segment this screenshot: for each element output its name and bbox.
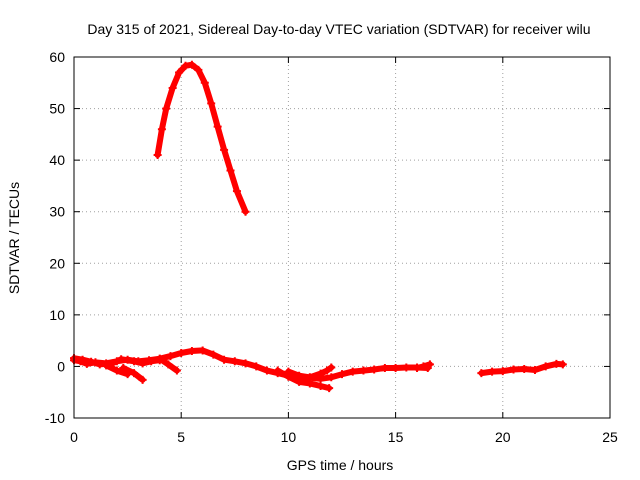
data-point [273, 366, 282, 375]
data-point [413, 363, 422, 372]
data-point [155, 354, 164, 363]
data-point [200, 78, 209, 87]
data-point [153, 150, 162, 159]
data-point [130, 369, 139, 378]
data-point [162, 104, 171, 113]
x-tick-label: 20 [495, 429, 511, 445]
data-point [380, 363, 389, 372]
data-point [284, 367, 293, 376]
data-point [509, 365, 518, 374]
data-point [498, 367, 507, 376]
data-point [252, 362, 261, 371]
data-point [164, 360, 173, 369]
data-point [359, 366, 368, 375]
data-point [226, 166, 235, 175]
data-point [232, 187, 241, 196]
data-point [117, 355, 126, 364]
data-point [530, 366, 539, 375]
data-point [520, 365, 529, 374]
data-point [207, 99, 216, 108]
data-point [488, 367, 497, 376]
x-tick-label: 10 [281, 429, 297, 445]
data-point [166, 352, 175, 361]
series-layer [70, 60, 567, 393]
series-dip-c [155, 354, 181, 375]
data-point [295, 371, 304, 380]
y-tick-label: 40 [49, 152, 65, 168]
data-point [147, 357, 156, 366]
y-tick-label: 20 [49, 255, 65, 271]
data-point [541, 362, 550, 371]
data-point [305, 373, 314, 382]
data-point [168, 83, 177, 92]
series-end-e [413, 360, 434, 372]
series-dip-b [119, 363, 147, 384]
y-axis-label: SDTVAR / TECUs [6, 182, 22, 294]
x-tick-label: 25 [602, 429, 618, 445]
data-point [177, 349, 186, 358]
data-point [119, 363, 128, 372]
y-tick-label: 30 [49, 204, 65, 220]
x-tick-label: 15 [388, 429, 404, 445]
data-point [172, 366, 181, 375]
data-point [181, 61, 190, 70]
plot-frame [73, 56, 611, 419]
data-point [78, 355, 87, 364]
data-point [316, 382, 325, 391]
data-point [187, 60, 196, 69]
data-point [402, 363, 411, 372]
grid [74, 57, 610, 418]
data-point [220, 355, 229, 364]
y-tick-label: 0 [57, 358, 65, 374]
data-point [316, 369, 325, 378]
series-trace [71, 355, 163, 368]
data-point [194, 65, 203, 74]
data-point [95, 360, 104, 369]
chart-title: Day 315 of 2021, Sidereal Day-to-day VTE… [87, 21, 590, 37]
x-tick-label: 0 [70, 429, 78, 445]
data-point [213, 122, 222, 131]
data-point [391, 363, 400, 372]
data-point [419, 362, 428, 371]
data-point [241, 359, 250, 368]
data-point [102, 361, 111, 370]
data-point [322, 366, 331, 375]
data-point [477, 369, 486, 378]
data-point [130, 357, 139, 366]
series-high-arc [153, 60, 250, 216]
data-point [241, 207, 250, 216]
y-tick-label: 50 [49, 101, 65, 117]
data-point [338, 370, 346, 379]
data-point [157, 125, 166, 134]
data-point [558, 360, 567, 369]
data-point [187, 346, 196, 355]
data-point [425, 360, 434, 369]
series-low-d [284, 363, 336, 382]
data-point [370, 365, 379, 374]
data-point [262, 366, 271, 375]
data-point [325, 384, 334, 393]
tick-layer: 0 5 10 15 20 25 -10 0 10 20 30 40 50 60 [45, 49, 618, 445]
data-point [175, 68, 184, 77]
data-point [138, 375, 147, 384]
data-point [348, 367, 357, 376]
data-point [230, 357, 239, 366]
series-trace [154, 61, 249, 215]
data-point [138, 359, 147, 368]
x-axis-label: GPS time / hours [287, 457, 394, 473]
data-point [87, 357, 96, 366]
data-point [327, 363, 336, 372]
y-tick-label: 60 [49, 49, 65, 65]
data-point [220, 145, 229, 154]
series-late-f [477, 359, 567, 378]
x-tick-label: 5 [177, 429, 185, 445]
data-point [209, 350, 218, 359]
data-point [327, 373, 336, 382]
data-point [112, 366, 121, 375]
y-tick-label: -10 [45, 410, 65, 426]
data-point [198, 346, 207, 355]
y-tick-label: 10 [49, 307, 65, 323]
